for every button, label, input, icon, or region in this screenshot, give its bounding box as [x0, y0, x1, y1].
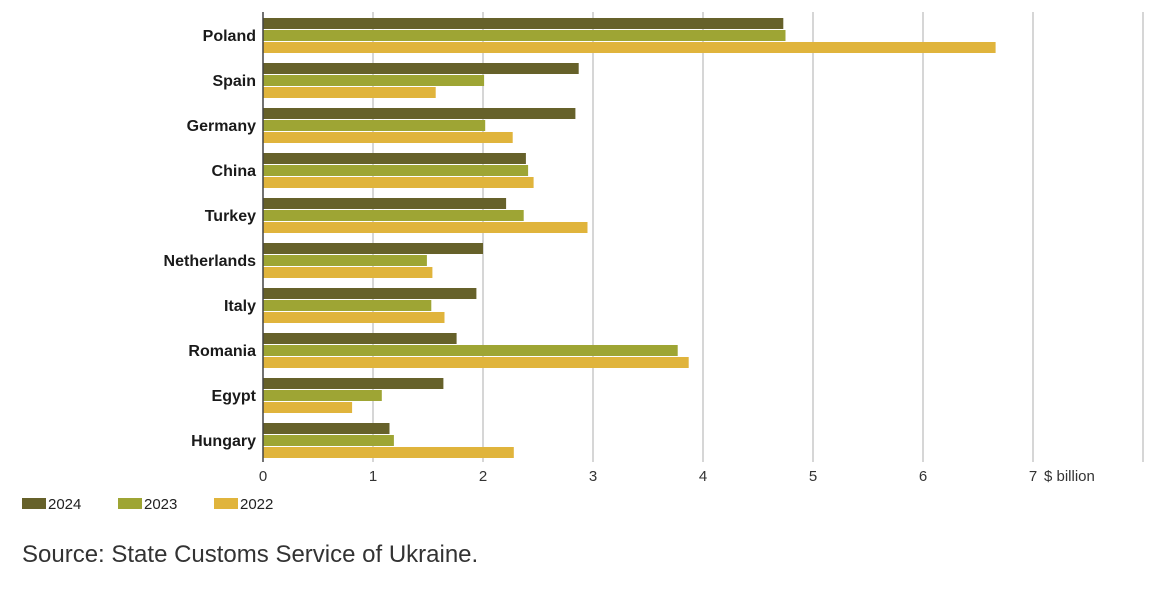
bar-romania-2023 [263, 345, 678, 356]
bar-hungary-2024 [263, 423, 390, 434]
bars [263, 18, 996, 458]
bar-egypt-2023 [263, 390, 382, 401]
bar-germany-2023 [263, 120, 486, 131]
bar-germany-2022 [263, 132, 513, 143]
bar-hungary-2022 [263, 447, 514, 458]
x-tick-label: 5 [809, 468, 817, 485]
category-label: Poland [203, 28, 256, 45]
bar-germany-2024 [263, 108, 576, 119]
legend-swatch-2023 [118, 498, 142, 509]
bar-italy-2024 [263, 288, 477, 299]
category-label: Italy [224, 298, 256, 315]
category-label: Romania [188, 343, 256, 360]
bar-chart: Poland Spain Germany China Turkey Netherlands… [22, 12, 1144, 513]
bar-poland-2023 [263, 30, 786, 41]
category-label: Hungary [191, 433, 256, 450]
bar-egypt-2024 [263, 378, 444, 389]
x-tick-label: 6 [919, 468, 927, 485]
bar-poland-2024 [263, 18, 784, 29]
bar-turkey-2023 [263, 210, 524, 221]
category-label: China [212, 163, 257, 180]
source-note: Source: State Customs Service of Ukraine… [22, 541, 479, 568]
bar-turkey-2022 [263, 222, 588, 233]
category-label: Netherlands [164, 253, 257, 270]
x-tick-label: 1 [369, 468, 377, 485]
x-tick-label: 2 [479, 468, 487, 485]
legend-swatch-2022 [214, 498, 238, 509]
legend: 2024 2023 2022 [22, 496, 273, 513]
bar-egypt-2022 [263, 402, 353, 413]
bar-spain-2024 [263, 63, 579, 74]
x-tick-label: 7 [1029, 468, 1037, 485]
bar-netherlands-2024 [263, 243, 483, 254]
bar-netherlands-2022 [263, 267, 433, 278]
bar-netherlands-2023 [263, 255, 427, 266]
x-tick-label: 0 [259, 468, 267, 485]
bar-poland-2022 [263, 42, 996, 53]
x-tick-labels: 0 1 2 3 4 5 6 7 [259, 468, 1037, 485]
bar-china-2022 [263, 177, 534, 188]
x-unit-label: $ billion [1044, 468, 1095, 485]
bar-italy-2023 [263, 300, 432, 311]
legend-label-2024: 2024 [48, 496, 81, 513]
x-tick-label: 3 [589, 468, 597, 485]
bar-china-2024 [263, 153, 526, 164]
bar-turkey-2024 [263, 198, 507, 209]
bar-spain-2022 [263, 87, 436, 98]
gridlines [372, 12, 1144, 462]
bar-china-2023 [263, 165, 529, 176]
x-tick-label: 4 [699, 468, 707, 485]
bar-romania-2024 [263, 333, 457, 344]
bar-romania-2022 [263, 357, 689, 368]
bar-spain-2023 [263, 75, 485, 86]
bar-italy-2022 [263, 312, 445, 323]
category-label: Turkey [205, 208, 256, 225]
bar-hungary-2023 [263, 435, 394, 446]
category-labels: Poland Spain Germany China Turkey Netherlands… [164, 28, 257, 450]
category-label: Germany [187, 118, 256, 135]
legend-swatch-2024 [22, 498, 46, 509]
category-label: Egypt [212, 388, 257, 405]
legend-label-2022: 2022 [240, 496, 273, 513]
legend-label-2023: 2023 [144, 496, 177, 513]
category-label: Spain [212, 73, 256, 90]
